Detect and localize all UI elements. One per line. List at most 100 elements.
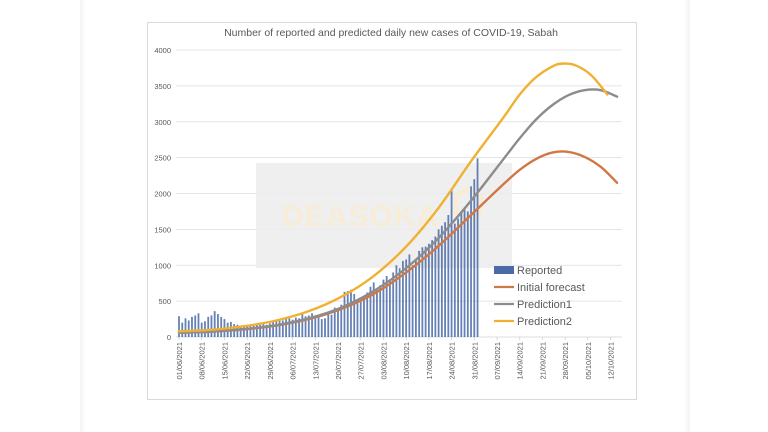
y-tick-label: 2000: [154, 190, 171, 199]
chart-title: Number of reported and predicted daily n…: [224, 27, 558, 39]
legend-label: Prediction2: [517, 316, 572, 328]
reported-bar: [307, 315, 310, 337]
reported-bar: [398, 268, 401, 337]
reported-bar: [402, 260, 404, 337]
reported-bar: [414, 259, 417, 337]
legend-item: Prediction2: [494, 316, 572, 328]
reported-bars: [178, 158, 479, 337]
legend-label: Reported: [517, 265, 562, 277]
y-tick-label: 1500: [154, 225, 171, 234]
y-axis-ticks: 0 500 1000 1500 2000 2500 3000 3500 4000: [154, 46, 171, 342]
reported-bar: [411, 265, 414, 337]
reported-bar: [376, 288, 378, 337]
reported-bar: [382, 279, 385, 337]
x-tick-label: 13/07/2021: [311, 342, 320, 380]
reported-bar: [255, 324, 258, 337]
reported-bar: [252, 325, 255, 337]
reported-bar: [285, 316, 287, 337]
reported-bar: [281, 320, 284, 337]
reported-bar: [418, 250, 421, 337]
y-tick-label: 1000: [154, 261, 171, 270]
reported-bar: [437, 229, 440, 337]
reported-bar: [333, 307, 336, 337]
x-tick-label: 07/09/2021: [493, 342, 502, 380]
reported-bar: [421, 247, 424, 337]
x-tick-label: 22/06/2021: [243, 342, 252, 380]
legend-item: Initial forecast: [494, 282, 585, 294]
reported-bar: [268, 323, 271, 337]
x-tick-label: 15/06/2021: [220, 342, 229, 380]
reported-bar: [392, 272, 395, 337]
x-tick-label: 28/09/2021: [561, 342, 570, 380]
reported-bar: [346, 291, 349, 337]
reported-bar: [288, 318, 291, 337]
reported-bar: [470, 186, 472, 337]
reported-bar: [249, 324, 252, 337]
y-tick-label: 3500: [154, 82, 171, 91]
reported-bar: [366, 292, 369, 337]
reported-bar: [431, 240, 434, 337]
reported-bar: [320, 319, 323, 337]
reported-bar: [363, 296, 365, 337]
reported-bar: [473, 179, 476, 337]
page-edge-left: [80, 0, 86, 432]
reported-bar: [444, 222, 446, 337]
reported-bar: [239, 326, 242, 337]
reported-bar: [181, 322, 184, 337]
x-tick-label: 14/09/2021: [516, 342, 525, 380]
reported-bar: [187, 320, 190, 337]
reported-bar: [178, 316, 180, 337]
reported-bar: [408, 254, 411, 337]
reported-bar: [194, 315, 197, 337]
reported-bar: [453, 223, 456, 337]
reported-bar: [291, 319, 294, 337]
x-tick-label: 24/08/2021: [448, 342, 457, 380]
x-tick-label: 03/08/2021: [379, 342, 388, 380]
reported-bar: [427, 243, 430, 337]
reported-bar: [265, 324, 268, 337]
reported-bar: [324, 318, 326, 337]
x-tick-label: 10/08/2021: [402, 342, 411, 380]
reported-bar: [385, 276, 388, 337]
reported-bar: [275, 321, 278, 337]
x-tick-label: 20/07/2021: [334, 342, 343, 380]
x-tick-label: 29/06/2021: [266, 342, 275, 380]
x-tick-label: 05/10/2021: [584, 342, 593, 380]
reported-bar: [217, 314, 219, 337]
reported-bar: [220, 316, 223, 337]
reported-bar: [356, 303, 359, 337]
reported-bar: [405, 259, 408, 337]
reported-bar: [466, 211, 469, 337]
reported-bar: [476, 158, 479, 337]
prediction2-line: [177, 62, 609, 333]
reported-bar: [343, 291, 346, 337]
x-tick-label: 08/06/2021: [198, 342, 207, 380]
reported-bar: [213, 311, 216, 337]
legend: Reported Initial forecast Prediction1 Predi…: [494, 265, 585, 328]
reported-bar: [246, 326, 249, 337]
prediction-lines: [177, 62, 619, 334]
reported-bar: [353, 293, 356, 337]
reported-bar: [440, 225, 443, 337]
reported-bar: [460, 211, 463, 337]
x-tick-label: 31/08/2021: [470, 342, 479, 380]
reported-bar: [450, 190, 453, 337]
reported-bar: [340, 304, 343, 337]
reported-bar: [304, 316, 307, 337]
reported-bar: [184, 318, 187, 337]
x-tick-label: 01/06/2021: [175, 342, 184, 380]
reported-bar: [210, 315, 213, 337]
x-axis: 01/06/2021 08/06/2021 15/06/2021 22/06/2021…: [175, 337, 616, 380]
x-tick-label: 21/09/2021: [538, 342, 547, 380]
reported-bar: [457, 218, 459, 337]
legend-swatch-bar: [494, 266, 514, 274]
watermark-logo-icon: [453, 186, 483, 222]
reported-bar: [369, 286, 372, 337]
y-tick-label: 500: [158, 297, 171, 306]
reported-bar: [330, 314, 333, 337]
x-tick-label: 12/10/2021: [607, 342, 616, 380]
y-tick-label: 3000: [154, 118, 171, 127]
watermark-text: DEASOKA: [282, 200, 439, 233]
legend-label: Prediction1: [517, 299, 572, 311]
